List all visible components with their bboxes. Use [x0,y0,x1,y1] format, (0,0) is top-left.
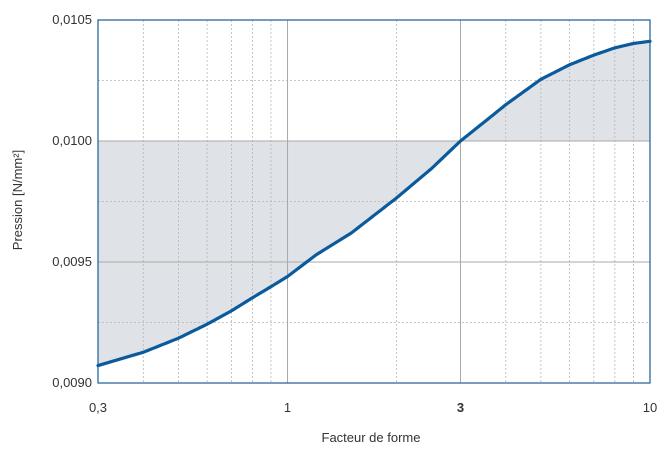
x-tick-label: 0,3 [89,400,107,415]
y-tick-label: 0,0095 [52,254,92,269]
y-tick-label: 0,0090 [52,375,92,390]
x-tick-label: 1 [284,400,291,415]
tick-labels: 0,0090 0,0095 0,0100 0,0105 0,3 1 3 10 [52,12,657,415]
fill-area [98,41,650,366]
x-tick-label: 10 [643,400,657,415]
series-line-group [96,39,652,368]
x-tick-label: 3 [457,400,464,415]
plot-frame [97,19,651,384]
y-tick-label: 0,0105 [52,12,92,27]
x-axis-title: Facteur de forme [322,430,421,445]
series-line [96,39,652,368]
y-axis-title: Pression [N/mm²] [10,150,25,250]
y-tick-label: 0,0100 [52,133,92,148]
plot-frame-group [97,19,651,384]
fill-region [98,41,650,366]
